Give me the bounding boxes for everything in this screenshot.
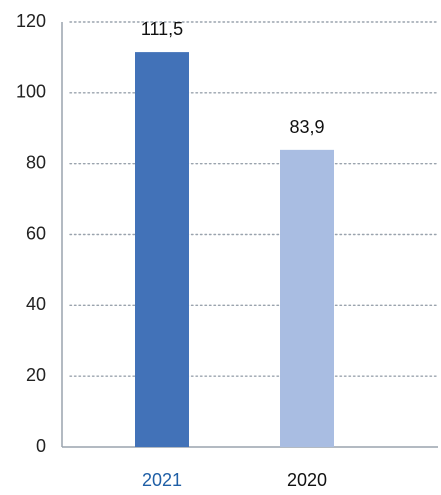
grid-lines (69, 21, 439, 377)
axes (61, 22, 438, 448)
y-tick-labels: 0 20 40 60 80 100 120 (16, 11, 46, 456)
bars (135, 52, 334, 448)
category-label-2020: 2020 (287, 470, 327, 490)
y-tick-label: 60 (26, 223, 46, 243)
data-labels: 111,5 83,9 (141, 19, 325, 137)
category-labels: 2021 2020 (142, 470, 327, 490)
y-tick-label: 120 (16, 11, 46, 31)
y-tick-label: 100 (16, 82, 46, 102)
data-label-2020: 83,9 (289, 117, 324, 137)
y-tick-label: 20 (26, 365, 46, 385)
y-tick-label: 80 (26, 152, 46, 172)
y-tick-label: 40 (26, 294, 46, 314)
bar-2020 (280, 149, 334, 447)
category-label-2021: 2021 (142, 470, 182, 490)
data-label-2021: 111,5 (141, 19, 183, 39)
bar-2021 (135, 52, 189, 448)
y-tick-label: 0 (36, 436, 46, 456)
